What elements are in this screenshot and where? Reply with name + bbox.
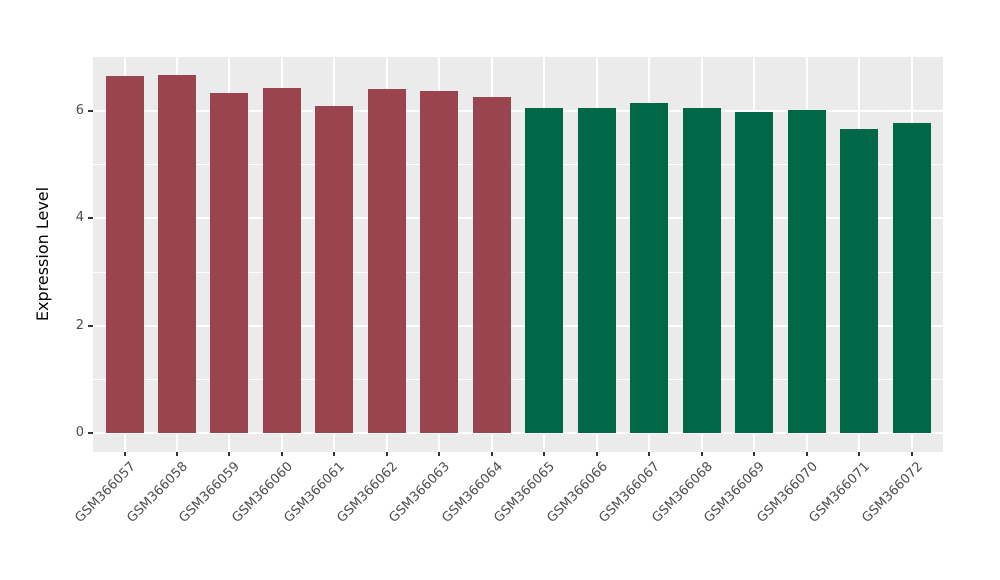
bar-GSM366060 [262,88,301,434]
bar-GSM366069 [735,111,774,434]
y-tick-label: 0 [75,425,84,441]
x-tick-mark [490,452,493,456]
x-tick-mark [123,452,126,456]
x-tick-mark [280,452,283,456]
bar-GSM366059 [210,92,249,434]
y-tick-label: 4 [75,210,84,226]
x-tick-mark [858,452,861,456]
gridline-major [93,324,943,327]
plot-panel [93,57,943,452]
x-tick-mark [175,452,178,456]
bar-GSM366062 [367,88,406,434]
gridline-major [93,109,943,112]
gridline-major [93,432,943,435]
bar-GSM366070 [787,110,826,434]
bar-GSM366068 [682,108,721,434]
y-tick-mark [88,217,93,220]
x-tick-mark [753,452,756,456]
gridline-minor [93,271,943,273]
y-tick-label: 6 [75,102,84,118]
bar-GSM366065 [525,107,564,434]
x-tick-mark [228,452,231,456]
bar-GSM366071 [840,128,879,434]
bar-GSM366063 [420,91,459,434]
bar-GSM366064 [472,96,511,434]
x-tick-mark [438,452,441,456]
x-tick-mark [333,452,336,456]
x-tick-mark [543,452,546,456]
bar-GSM366067 [630,102,669,434]
x-tick-mark [595,452,598,456]
x-tick-mark [910,452,913,456]
y-tick-label: 2 [75,317,84,333]
bar-GSM366072 [892,122,931,434]
gridline-major [93,217,943,220]
gridline-minor [93,379,943,381]
gridline-minor [93,163,943,165]
y-axis-title: Expression Level [33,186,52,322]
x-tick-mark [648,452,651,456]
bar-GSM366066 [577,108,616,434]
x-tick-mark [700,452,703,456]
y-tick-mark [88,432,93,435]
bar-GSM366061 [315,106,354,434]
x-tick-mark [385,452,388,456]
bar-GSM366058 [157,74,196,434]
bar-GSM366057 [105,75,144,434]
y-tick-mark [88,324,93,327]
x-tick-mark [805,452,808,456]
y-tick-mark [88,109,93,112]
